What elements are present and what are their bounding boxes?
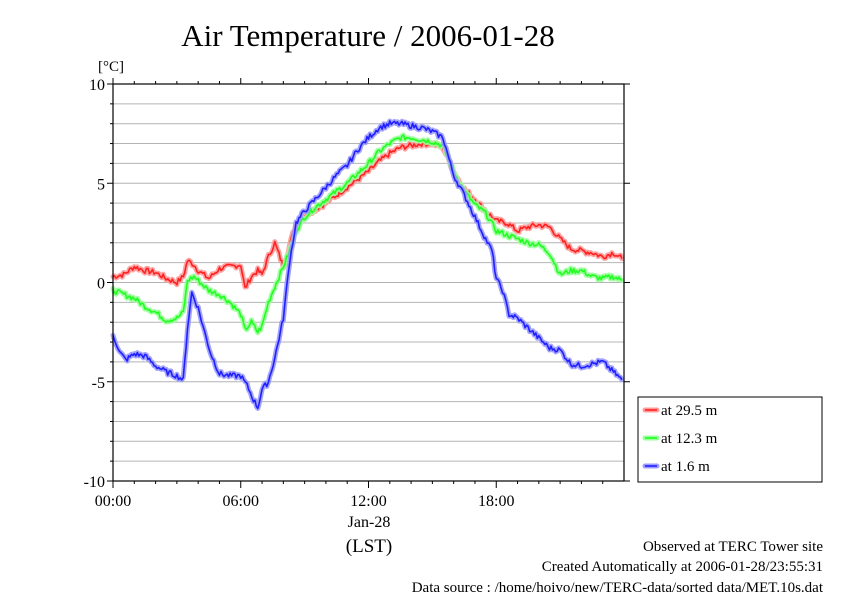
legend-label: at 12.3 m (661, 431, 718, 447)
y-axis-unit-label: [°C] (98, 59, 124, 75)
footer-created: Created Automatically at 2006-01-28/23:5… (542, 559, 823, 575)
x-tick-label: 06:00 (223, 493, 259, 510)
x-tick-label: 18:00 (478, 493, 514, 510)
chart-title: Air Temperature / 2006-01-28 (181, 18, 554, 53)
legend-label: at 29.5 m (661, 403, 718, 419)
footer-data-source: Data source : /home/hoivo/new/TERC-data/… (412, 580, 824, 595)
y-tick-label: 0 (97, 276, 105, 293)
y-tick-label: 5 (97, 176, 105, 193)
series-line-0 (112, 140, 623, 288)
series-layer (110, 118, 625, 411)
legend-items: at 29.5 m at 12.3 m at 1.6 m (642, 403, 718, 475)
x-tick-label: 00:00 (95, 493, 131, 510)
y-axis: 10 5 0 -5 -10 (84, 77, 630, 491)
x-tick-label: 12:00 (350, 493, 386, 510)
x-axis-date-label: Jan-28 (348, 514, 391, 531)
x-axis-timezone-label: (LST) (346, 536, 392, 557)
y-tick-label: 10 (89, 77, 105, 94)
footer-observed: Observed at TERC Tower site (643, 539, 823, 555)
series-line-2 (112, 120, 623, 410)
x-axis: 00:00 06:00 12:00 18:00 (95, 78, 604, 510)
legend: at 29.5 m at 12.3 m at 1.6 m (637, 396, 823, 483)
legend-label: at 1.6 m (661, 459, 710, 475)
series-line-1 (112, 134, 623, 334)
y-tick-label: -10 (84, 474, 105, 491)
legend-box (637, 396, 823, 483)
y-tick-label: -5 (92, 375, 105, 392)
